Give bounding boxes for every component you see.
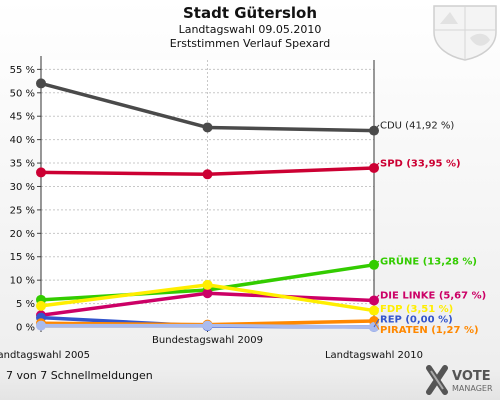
data-point — [36, 78, 46, 89]
series-label-leader — [373, 162, 380, 169]
y-tick-label: 55 % — [10, 65, 35, 76]
series-label: PIRATEN (1,27 %) — [380, 325, 479, 336]
series-label-leader — [373, 318, 380, 328]
series-label-leader — [373, 308, 380, 312]
x-tick-label: Bundestagswahl 2009 — [152, 335, 263, 346]
series-label: GRÜNE (13,28 %) — [380, 254, 477, 268]
series-label: SPD (33,95 %) — [380, 159, 461, 170]
series-label-leader — [373, 294, 380, 301]
data-point — [202, 122, 213, 133]
series-lines — [36, 78, 379, 332]
series-label: DIE LINKE (5,67 %) — [380, 291, 486, 302]
y-tick-label: 30 % — [10, 182, 35, 193]
logo-line1: VOTE — [452, 369, 491, 384]
chart-title: Stadt Gütersloh — [182, 4, 317, 22]
data-point — [36, 320, 46, 331]
data-point — [202, 279, 213, 290]
y-tick-label: 20 % — [10, 229, 35, 240]
data-point — [36, 167, 46, 178]
footer-status: 7 von 7 Schnellmeldungen — [6, 369, 153, 382]
y-tick-label: 25 % — [10, 205, 35, 216]
votemanager-logo: VOTE MANAGER — [426, 365, 493, 395]
series-label-leader — [373, 260, 380, 266]
series-label: CDU (41,92 %) — [380, 121, 454, 132]
data-point — [202, 169, 213, 180]
series-label: REP (0,00 %) — [380, 315, 453, 326]
y-tick-label: 35 % — [10, 159, 35, 170]
y-tick-label: 0 % — [16, 323, 35, 334]
chart-subtitle: Landtagswahl 09.05.2010 — [178, 23, 322, 36]
chart-subtitle-2: Erststimmen Verlauf Spexard — [169, 37, 331, 50]
series-label: FDP (3,51 %) — [380, 304, 453, 315]
y-tick-label: 5 % — [16, 299, 35, 310]
axes: 0 % 5 % 10 % 15 % 20 % 25 % 30 % 35 % 40 % 45 % 50… — [0, 56, 423, 361]
logo-line2: MANAGER — [452, 384, 493, 393]
series-label-leader — [373, 320, 380, 330]
data-point — [202, 320, 213, 331]
coat-of-arms-icon — [433, 5, 497, 61]
data-point — [202, 288, 213, 299]
x-tick-label: Landtagswahl 2010 — [325, 350, 423, 361]
series-label-leader — [373, 124, 380, 131]
y-tick-label: 40 % — [10, 135, 35, 146]
y-tick-label: 10 % — [10, 276, 35, 287]
data-point — [36, 300, 46, 311]
x-tick-label: Landtagswahl 2005 — [0, 350, 90, 361]
series-labels: CDU (41,92 %) SPD (33,95 %) GRÜNE (13,28 %… — [373, 121, 486, 336]
y-tick-label: 45 % — [10, 112, 35, 123]
y-tick-label: 15 % — [10, 252, 35, 263]
y-tick-label: 50 % — [10, 88, 35, 99]
